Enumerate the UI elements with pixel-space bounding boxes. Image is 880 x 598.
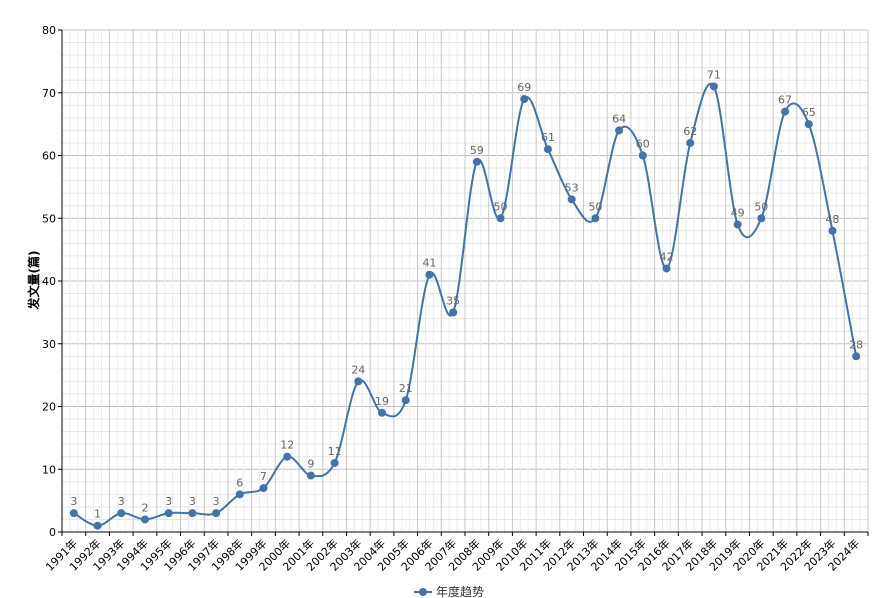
data-label: 50 bbox=[754, 200, 768, 213]
data-point[interactable] bbox=[306, 471, 315, 480]
data-point[interactable] bbox=[615, 126, 624, 135]
data-point[interactable] bbox=[662, 264, 671, 273]
data-point[interactable] bbox=[235, 490, 244, 499]
data-point[interactable] bbox=[496, 214, 505, 223]
data-label: 61 bbox=[541, 131, 555, 144]
data-point[interactable] bbox=[852, 352, 861, 361]
data-point[interactable] bbox=[212, 509, 221, 518]
data-point[interactable] bbox=[117, 509, 126, 518]
data-label: 6 bbox=[236, 476, 243, 489]
series-layer bbox=[69, 82, 861, 530]
data-label: 67 bbox=[778, 94, 792, 107]
data-label: 3 bbox=[70, 495, 77, 508]
data-point[interactable] bbox=[781, 107, 790, 116]
data-point[interactable] bbox=[638, 151, 647, 160]
y-tick-label: 50 bbox=[42, 212, 56, 225]
legend[interactable]: 年度趋势 bbox=[414, 584, 484, 598]
y-tick-label: 40 bbox=[42, 275, 56, 288]
data-point[interactable] bbox=[93, 521, 102, 530]
data-label: 7 bbox=[260, 470, 267, 483]
y-axis-label: 发文量(篇) bbox=[26, 251, 41, 311]
data-label: 19 bbox=[375, 395, 389, 408]
data-label: 21 bbox=[399, 382, 413, 395]
y-tick-label: 20 bbox=[42, 401, 56, 414]
data-label: 60 bbox=[636, 138, 650, 151]
data-point[interactable] bbox=[425, 270, 434, 279]
data-point[interactable] bbox=[757, 214, 766, 223]
data-point[interactable] bbox=[804, 120, 813, 129]
data-labels: 313 2 3 3 36 71291124192141355950696153506460… bbox=[70, 68, 863, 520]
y-tick-label: 30 bbox=[42, 338, 56, 351]
data-label: 41 bbox=[422, 257, 436, 270]
data-label: 64 bbox=[612, 112, 626, 125]
data-label: 62 bbox=[683, 125, 697, 138]
data-label: 42 bbox=[660, 250, 674, 263]
data-label: 3 bbox=[213, 495, 220, 508]
data-label: 50 bbox=[494, 200, 508, 213]
data-point[interactable] bbox=[472, 157, 481, 166]
data-label: 11 bbox=[328, 445, 342, 458]
data-point[interactable] bbox=[330, 458, 339, 467]
data-point[interactable] bbox=[567, 195, 576, 204]
data-point[interactable] bbox=[686, 138, 695, 147]
data-point[interactable] bbox=[378, 408, 387, 417]
data-point[interactable] bbox=[69, 509, 78, 518]
data-label: 69 bbox=[517, 81, 531, 94]
data-label: 49 bbox=[731, 207, 745, 220]
data-point[interactable] bbox=[828, 226, 837, 235]
data-point[interactable] bbox=[709, 82, 718, 91]
y-tick-label: 10 bbox=[42, 463, 56, 476]
data-label: 3 bbox=[165, 495, 172, 508]
data-point[interactable] bbox=[164, 509, 173, 518]
data-point[interactable] bbox=[733, 220, 742, 229]
data-label: 59 bbox=[470, 144, 484, 157]
data-point[interactable] bbox=[188, 509, 197, 518]
y-tick-label: 0 bbox=[49, 526, 56, 539]
data-label: 12 bbox=[280, 439, 294, 452]
data-label: 2 bbox=[141, 501, 148, 514]
data-label: 28 bbox=[849, 338, 863, 351]
series-line bbox=[73, 82, 858, 527]
data-point[interactable] bbox=[401, 396, 410, 405]
chart-grid bbox=[61, 29, 869, 533]
y-tick-label: 70 bbox=[42, 87, 56, 100]
y-tick-label: 80 bbox=[42, 24, 56, 37]
data-label: 35 bbox=[446, 294, 460, 307]
data-point[interactable] bbox=[543, 145, 552, 154]
legend-point-marker bbox=[419, 588, 427, 596]
data-label: 1 bbox=[94, 508, 101, 521]
data-point[interactable] bbox=[354, 377, 363, 386]
data-label: 53 bbox=[565, 181, 579, 194]
x-axis-ticks: 1991年1992年1993年1994年1995年1996年1997年1998年… bbox=[42, 532, 869, 574]
data-label: 3 bbox=[189, 495, 196, 508]
data-label: 71 bbox=[707, 68, 721, 81]
data-point[interactable] bbox=[259, 484, 268, 493]
data-label: 50 bbox=[588, 200, 602, 213]
y-axis-ticks: 0 10 20 30 40 50 60 70 80 bbox=[42, 24, 62, 539]
data-point[interactable] bbox=[140, 515, 149, 524]
data-label: 48 bbox=[825, 213, 839, 226]
data-label: 9 bbox=[307, 458, 314, 471]
data-label: 3 bbox=[118, 495, 125, 508]
legend-series-name: 年度趋势 bbox=[436, 584, 484, 598]
data-point[interactable] bbox=[520, 95, 529, 104]
y-tick-label: 60 bbox=[42, 150, 56, 163]
data-point[interactable] bbox=[591, 214, 600, 223]
data-point[interactable] bbox=[283, 452, 292, 461]
data-point[interactable] bbox=[449, 308, 458, 317]
data-label: 65 bbox=[802, 106, 816, 119]
data-label: 24 bbox=[351, 363, 365, 376]
